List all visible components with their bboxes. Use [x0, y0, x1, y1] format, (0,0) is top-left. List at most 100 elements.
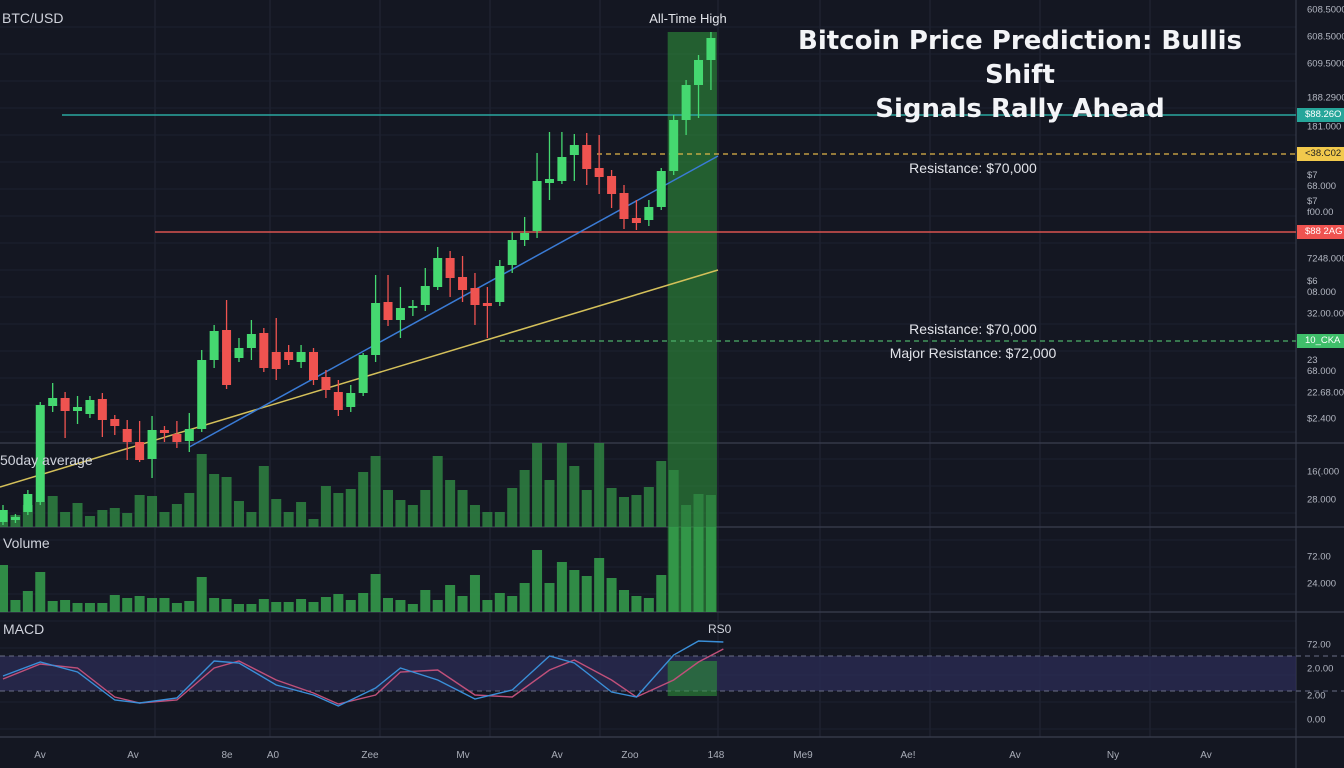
volume-bar-upper [159, 512, 170, 527]
price-axis-label: $7 68.000 [1307, 170, 1337, 192]
price-axis-label: 22.68.000 [1307, 387, 1344, 399]
candle-up [23, 494, 33, 512]
candle-up [694, 60, 704, 85]
price-tag: <38.C02 [1297, 147, 1344, 161]
volume-bar-upper [271, 499, 282, 527]
candle-up [358, 355, 368, 393]
volume-bar [457, 596, 468, 612]
volume-bar [134, 596, 145, 612]
volume-bar-upper [532, 443, 543, 527]
title-line-1: Bitcoin Price Prediction: Bullis Shift [798, 26, 1242, 90]
price-axis-label: 2.0.00 [1307, 663, 1334, 675]
volume-bar [631, 596, 642, 612]
volume-bar [296, 599, 307, 612]
volume-bar [35, 572, 46, 612]
candle-down [383, 302, 393, 320]
volume-bar-upper [358, 472, 369, 527]
candle-up [433, 258, 443, 287]
candle-down [159, 430, 169, 433]
candle-up [557, 157, 567, 181]
volume-bar [668, 527, 679, 612]
price-axis-label: $7 f00.00 [1307, 196, 1334, 218]
price-axis-label: 72.00 [1307, 551, 1331, 563]
volume-bar-upper [184, 493, 195, 527]
candle-down [582, 145, 592, 169]
volume-bar [345, 600, 356, 612]
price-axis-label: 16(.000 [1307, 466, 1340, 478]
volume-bar-upper [308, 519, 319, 527]
candle-up [346, 393, 356, 407]
volume-bar-upper [296, 502, 307, 527]
candle-down [631, 218, 641, 223]
volume-bar [109, 595, 120, 612]
volume-bar-upper [283, 512, 294, 527]
price-axis-label: 72.00 [1307, 639, 1331, 651]
candle-down [259, 333, 269, 368]
volume-bar-upper [420, 490, 431, 527]
volume-bar [258, 599, 269, 612]
candle-up [73, 407, 83, 411]
volume-bar [705, 527, 716, 612]
volume-bar-upper [370, 456, 381, 527]
ma50-label: 50day average [0, 452, 93, 468]
volume-bar [556, 562, 567, 612]
candle-up [681, 85, 691, 120]
candle-down [607, 176, 617, 194]
volume-bar [395, 600, 406, 612]
volume-bar-upper [631, 495, 642, 527]
volume-bar [122, 598, 133, 612]
candle-up [507, 240, 517, 265]
candle-down [619, 193, 629, 219]
volume-bar-upper [134, 495, 145, 527]
volume-bar [383, 598, 394, 612]
volume-bar-upper [60, 512, 71, 527]
price-axis-label: 608.5000 [1307, 31, 1344, 43]
candle-down [321, 377, 331, 390]
candle-down [333, 392, 343, 410]
volume-bar-upper [606, 488, 617, 527]
volume-bar [320, 597, 331, 612]
time-axis-label: Ny [1106, 750, 1120, 761]
volume-bar [407, 604, 418, 612]
volume-bar [60, 600, 71, 612]
volume-bar [544, 583, 555, 612]
volume-bar [693, 527, 704, 612]
candle-up [234, 348, 244, 358]
volume-bar [308, 602, 319, 612]
volume-bar [445, 585, 456, 612]
candle-up [85, 400, 95, 414]
price-axis-label: 181.000 [1307, 121, 1342, 133]
price-axis-label: $6 08.000 [1307, 276, 1337, 298]
candle-down [284, 352, 294, 360]
volume-bar-upper [544, 480, 555, 527]
volume-bar-upper [668, 470, 679, 527]
volume-bar [233, 604, 244, 612]
price-tag: $88 2AG [1297, 225, 1344, 239]
volume-bar-upper [221, 477, 232, 527]
volume-bar [246, 604, 257, 612]
volume-bar [432, 600, 443, 612]
candle-up [395, 308, 405, 320]
resistance-label-1: Resistance: $70,000 [909, 160, 1037, 176]
candle-up [296, 352, 306, 362]
time-axis-label: Av [1200, 750, 1212, 761]
candle-up [209, 331, 219, 360]
signal-line [2, 648, 724, 705]
time-axis-label: Av [34, 750, 46, 761]
candle-down [445, 258, 455, 278]
volume-bar-upper [84, 516, 95, 527]
candle-down [594, 168, 604, 177]
volume-bar [22, 591, 33, 612]
time-axis-label: Zoo [621, 750, 639, 761]
time-axis-label: Av [127, 750, 139, 761]
volume-bar-upper [97, 510, 108, 527]
volume-bar-upper [109, 508, 120, 527]
candle-down [110, 419, 120, 426]
volume-bar [171, 603, 182, 612]
volume-bar-upper [594, 443, 605, 527]
volume-bar [370, 574, 381, 612]
volume-bar [469, 575, 480, 612]
volume-bar-upper [383, 490, 394, 527]
